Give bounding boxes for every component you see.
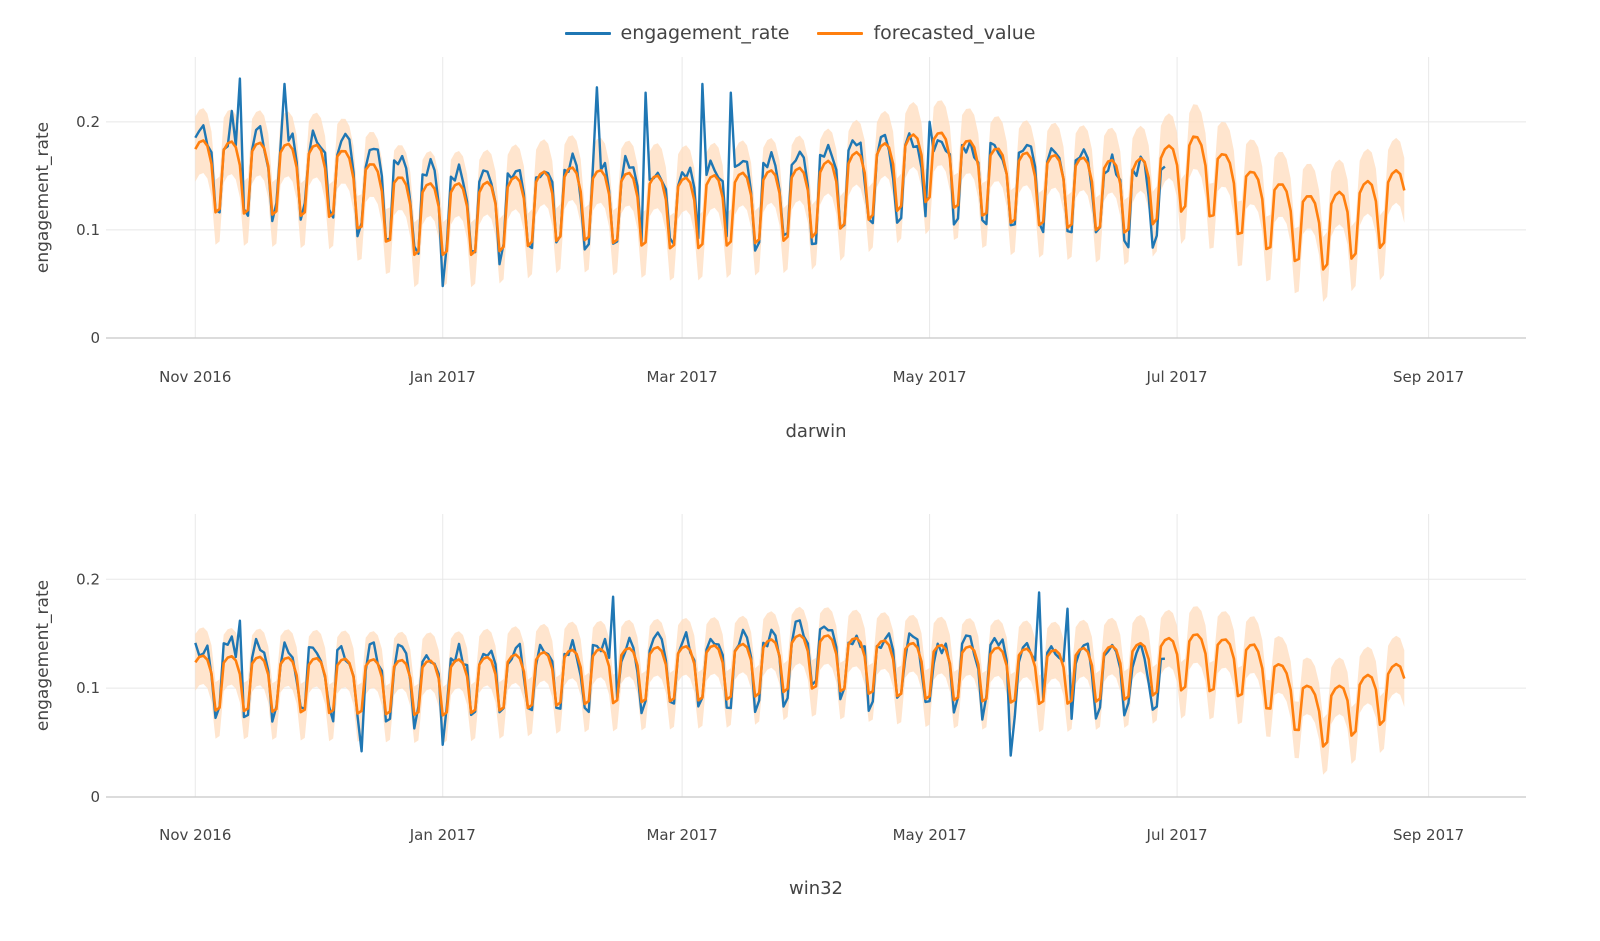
x-tick-label: Nov 2016 (159, 826, 231, 844)
x-tick-label: Jul 2017 (1146, 368, 1208, 386)
y-tick-label: 0.1 (76, 679, 100, 697)
forecast-band (195, 606, 1405, 775)
legend-label-engagement-rate: engagement_rate (620, 22, 790, 44)
x-tick-label: Jan 2017 (409, 826, 476, 844)
y-tick-label: 0.2 (76, 113, 100, 131)
chart-panel-0: 0 0.1 0.2 Nov 2016 Jan 2017 Mar 2017 May 2017 J… (33, 57, 1526, 442)
series-line-forecasted-value (194, 131, 1406, 271)
legend-swatch-engagement-rate (564, 31, 611, 35)
y-tick-label: 0 (90, 788, 100, 806)
legend-label-forecasted-value: forecasted_value (873, 22, 1036, 44)
x-tick-label: Mar 2017 (646, 368, 717, 386)
x-tick-label: May 2017 (893, 368, 967, 386)
legend-item-forecasted-value[interactable]: forecasted_value (817, 22, 1035, 44)
y-tick-label: 0.1 (76, 221, 100, 239)
x-tick-label: Jul 2017 (1146, 826, 1208, 844)
y-axis-label: engagement_rate (33, 580, 53, 731)
legend-item-engagement-rate[interactable]: engagement_rate (564, 22, 790, 44)
x-tick-label: Mar 2017 (646, 826, 717, 844)
y-tick-label: 0 (90, 329, 100, 347)
y-tick-label: 0.2 (76, 570, 100, 588)
x-tick-label: Sep 2017 (1393, 368, 1464, 386)
legend-swatch-forecasted-value (817, 31, 864, 35)
forecast-band (195, 100, 1405, 302)
series-line-forecasted-value (194, 633, 1406, 748)
legend: engagement_rate forecasted_value (0, 18, 1600, 48)
x-tick-label: May 2017 (893, 826, 967, 844)
panel-title: win32 (789, 878, 843, 899)
y-axis-label: engagement_rate (33, 122, 53, 273)
panel-title: darwin (786, 421, 847, 442)
x-tick-label: Sep 2017 (1393, 826, 1464, 844)
x-tick-label: Nov 2016 (159, 368, 231, 386)
chart-panel-1: 0 0.1 0.2 Nov 2016 Jan 2017 Mar 2017 May 2017 J… (33, 514, 1526, 899)
x-tick-label: Jan 2017 (409, 368, 476, 386)
